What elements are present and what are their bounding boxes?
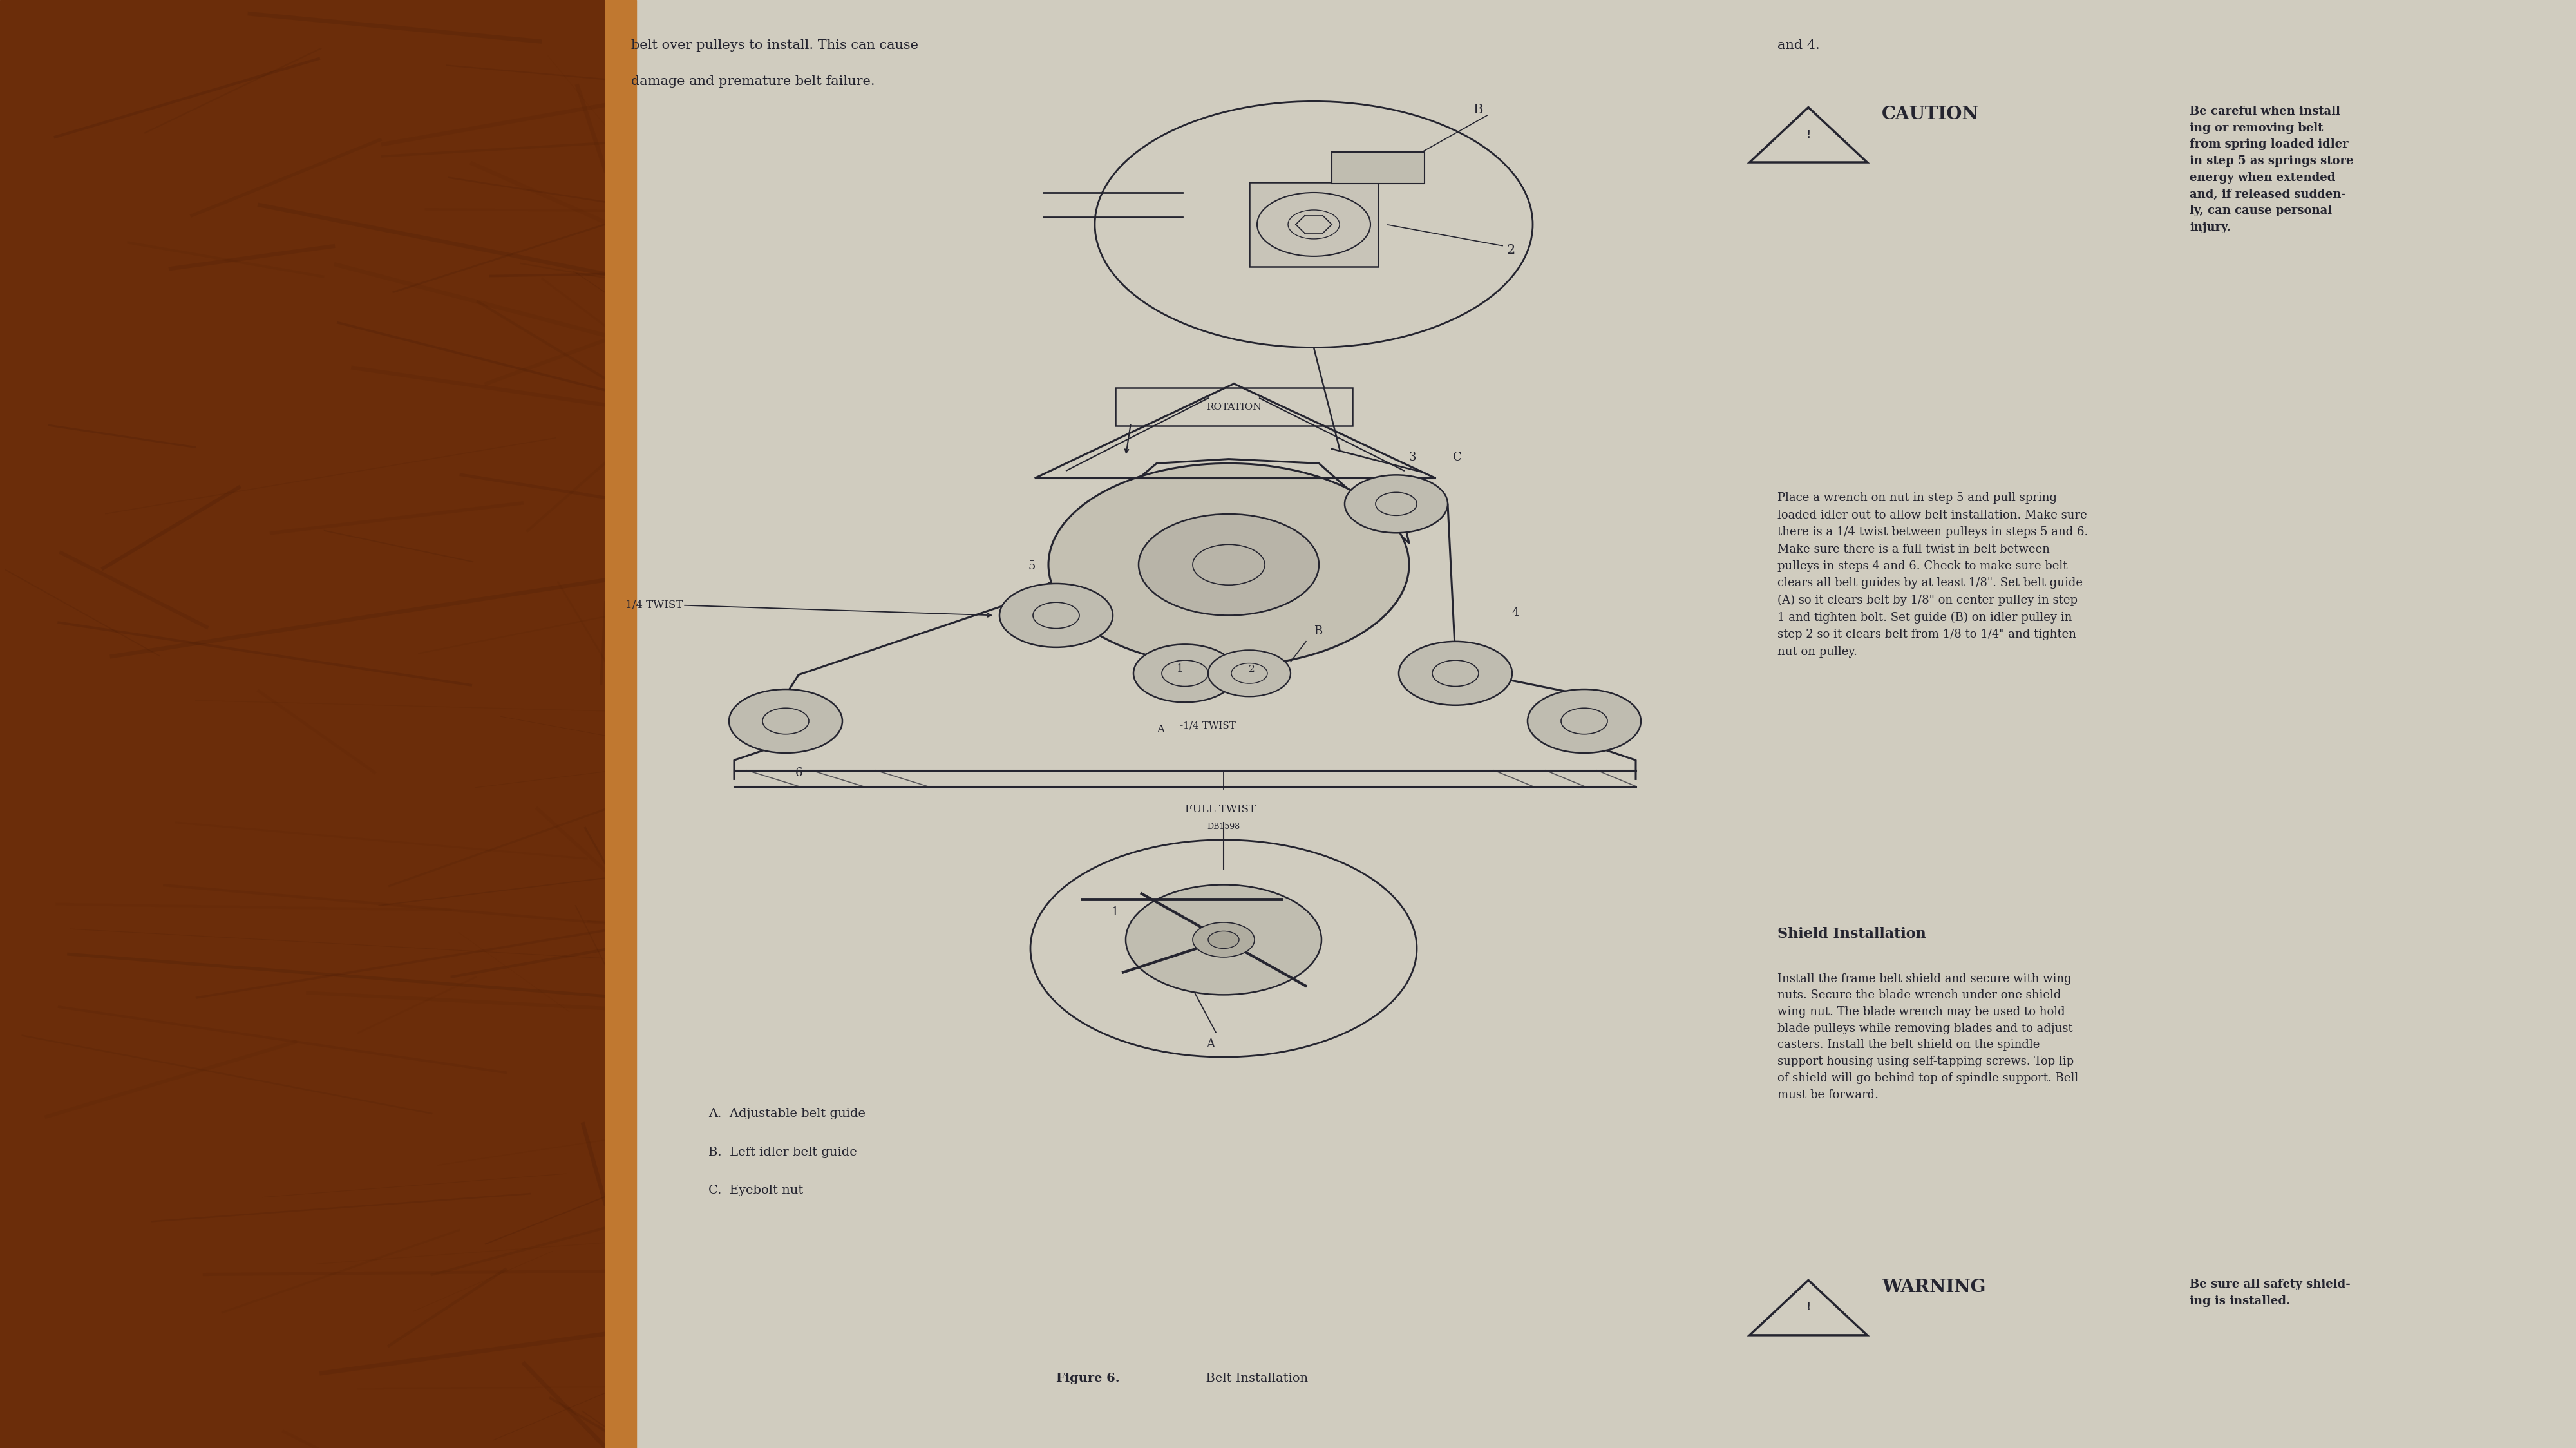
Text: 4: 4 [1512,607,1520,618]
Text: B.  Left idler belt guide: B. Left idler belt guide [708,1147,858,1158]
Text: A.  Adjustable belt guide: A. Adjustable belt guide [708,1108,866,1119]
Text: !: ! [1806,130,1811,139]
FancyBboxPatch shape [1249,182,1378,266]
Circle shape [1133,644,1236,702]
Bar [605,0,2576,1448]
Text: 1/4 TWIST: 1/4 TWIST [626,599,683,611]
Text: ROTATION: ROTATION [1206,403,1262,411]
Text: 6: 6 [796,767,801,779]
Text: damage and premature belt failure.: damage and premature belt failure. [631,75,876,87]
Text: 5: 5 [1028,560,1036,572]
Bar [605,0,636,1448]
Text: FULL TWIST: FULL TWIST [1185,804,1257,815]
Text: B: B [1473,104,1484,116]
Text: Shield Installation: Shield Installation [1777,927,1927,941]
Circle shape [1345,475,1448,533]
Circle shape [1193,922,1255,957]
Circle shape [1208,650,1291,696]
Text: WARNING: WARNING [1880,1279,1986,1296]
Text: Belt Installation: Belt Installation [1198,1373,1309,1384]
Text: C.  Eyebolt nut: C. Eyebolt nut [708,1184,804,1196]
Text: Place a wrench on nut in step 5 and pull spring
loaded idler out to allow belt i: Place a wrench on nut in step 5 and pull… [1777,492,2089,657]
Text: 1: 1 [1177,663,1182,675]
Text: and 4.: and 4. [1777,39,1819,51]
Circle shape [1139,514,1319,615]
Text: !: ! [1806,1303,1811,1312]
Circle shape [1048,463,1409,666]
Text: A: A [1157,724,1164,736]
Text: belt over pulleys to install. This can cause: belt over pulleys to install. This can c… [631,39,917,51]
Circle shape [1257,193,1370,256]
Circle shape [1208,931,1239,948]
Text: CAUTION: CAUTION [1880,106,1978,123]
Text: Figure 6.: Figure 6. [1056,1373,1121,1384]
Text: DB1598: DB1598 [1208,822,1239,831]
Circle shape [999,584,1113,647]
Text: Be careful when install
ing or removing belt
from spring loaded idler
in step 5 : Be careful when install ing or removing … [2190,106,2354,233]
Text: 2: 2 [1249,665,1255,673]
Circle shape [1126,885,1321,995]
Text: C: C [1453,452,1461,463]
Text: 2: 2 [1507,245,1515,256]
Circle shape [729,689,842,753]
Text: B: B [1314,626,1321,637]
Text: Install the frame belt shield and secure with wing
nuts. Secure the blade wrench: Install the frame belt shield and secure… [1777,973,2079,1100]
Text: 3: 3 [1409,452,1417,463]
Text: Be sure all safety shield-
ing is installed.: Be sure all safety shield- ing is instal… [2190,1279,2349,1306]
Text: A: A [1206,1038,1216,1050]
FancyBboxPatch shape [1332,152,1425,184]
Text: -1/4 TWIST: -1/4 TWIST [1180,721,1236,730]
Circle shape [1399,641,1512,705]
Circle shape [1528,689,1641,753]
Text: 1: 1 [1113,906,1118,918]
